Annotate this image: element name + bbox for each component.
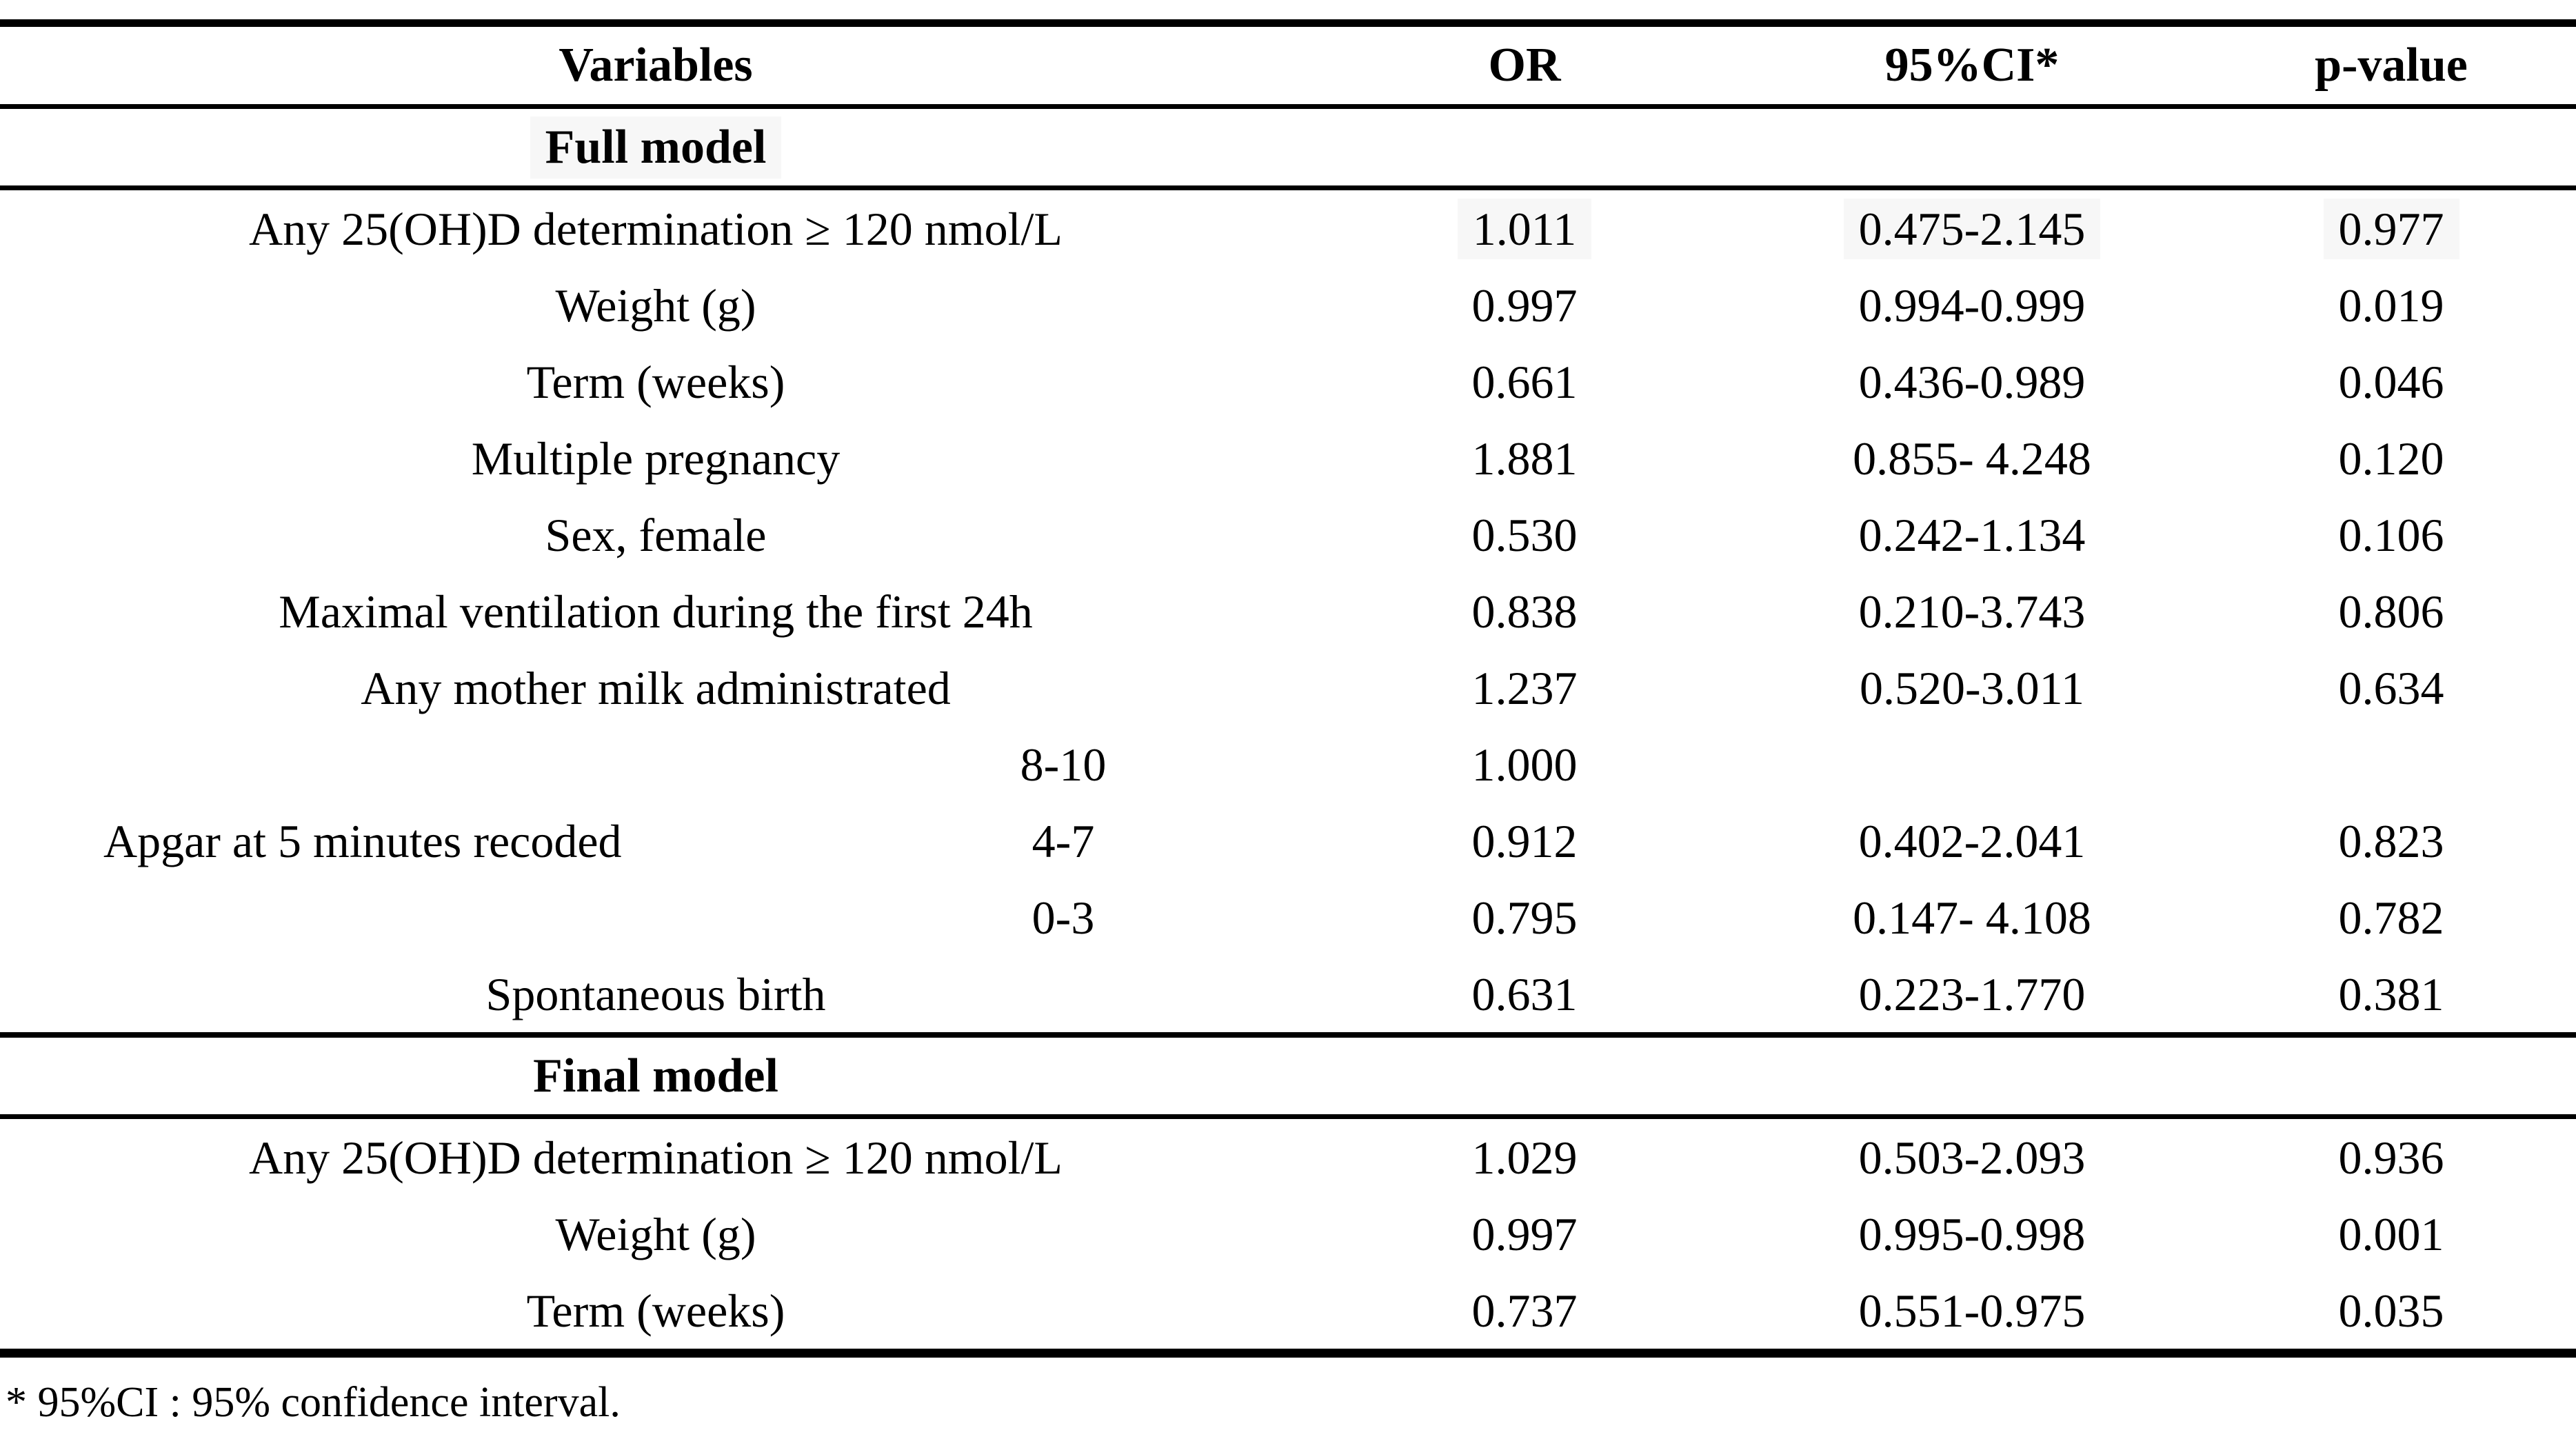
or-cell: 0.997: [1471, 1207, 1578, 1260]
variable-cell: Apgar at 5 minutes recoded 4-7: [0, 803, 1311, 879]
or-cell: 0.795: [1471, 891, 1578, 944]
table-row: Multiple pregnancy 1.881 0.855- 4.248 0.120: [0, 420, 2576, 496]
table-row: Spontaneous birth 0.631 0.223-1.770 0.381: [0, 956, 2576, 1032]
ci-cell: 0.147- 4.108: [1853, 891, 2091, 944]
ci-cell: 0.223-1.770: [1858, 967, 2086, 1020]
table-body: Full model Any 25(OH)D determination ≥ 12…: [0, 109, 2576, 1349]
variable-cell: 8-10: [0, 726, 1311, 803]
or-cell-value: 1.011: [1457, 198, 1592, 259]
ci-cell: 0.242-1.134: [1858, 508, 2086, 561]
p-cell: 0.823: [2338, 814, 2444, 867]
variable-cell: Sex, female: [545, 508, 767, 561]
table-row: 8-10 1.000: [0, 726, 2576, 803]
p-cell: 0.035: [2338, 1284, 2444, 1337]
table-row: Sex, female 0.530 0.242-1.134 0.106: [0, 496, 2576, 573]
or-cell: 0.631: [1471, 967, 1578, 1020]
table-row: 0-3 0.795 0.147- 4.108 0.782: [0, 879, 2576, 956]
section-title: Final model: [533, 1049, 778, 1102]
ci-cell: 0.436-0.989: [1858, 355, 2086, 408]
variable-cell: Weight (g): [555, 279, 756, 332]
p-cell: 0.106: [2338, 508, 2444, 561]
p-cell: 0.782: [2338, 891, 2444, 944]
or-cell: 1.000: [1471, 738, 1578, 791]
table-row: Maximal ventilation during the first 24h…: [0, 573, 2576, 650]
table-row: Any 25(OH)D determination ≥ 120 nmol/L 1.…: [0, 190, 2576, 267]
p-cell: 0.936: [2338, 1131, 2444, 1184]
p-cell: 0.381: [2338, 967, 2444, 1020]
variable-cell: Maximal ventilation during the first 24h: [279, 585, 1033, 638]
section-title-rule: [0, 185, 2576, 190]
table-header-row: Variables OR 95%CI* p-value: [0, 27, 2576, 104]
ci-cell: 0.855- 4.248: [1853, 432, 2091, 485]
table-row: Term (weeks) 0.661 0.436-0.989 0.046: [0, 343, 2576, 420]
p-cell-value: 0.977: [2323, 198, 2459, 259]
variable-cell: Spontaneous birth: [485, 967, 826, 1020]
ci-cell-value: 0.475-2.145: [1843, 198, 2101, 259]
or-cell: 0.530: [1471, 508, 1578, 561]
p-cell: 0.120: [2338, 432, 2444, 485]
subcategory-label: 4-7: [1032, 814, 1095, 867]
p-cell: 0.977: [2206, 198, 2576, 259]
ci-cell: 0.551-0.975: [1858, 1284, 2086, 1337]
ci-cell: 0.503-2.093: [1858, 1131, 2086, 1184]
column-header-pvalue: p-value: [2315, 39, 2468, 92]
or-cell: 1.029: [1471, 1131, 1578, 1184]
or-cell: 1.881: [1471, 432, 1578, 485]
ci-cell: 0.520-3.011: [1859, 661, 2085, 714]
or-cell: 0.737: [1471, 1284, 1578, 1337]
p-cell: 0.046: [2338, 355, 2444, 408]
variable-cell: Weight (g): [555, 1207, 756, 1260]
p-cell: 0.001: [2338, 1207, 2444, 1260]
variable-label: Apgar at 5 minutes recoded: [103, 814, 622, 867]
or-cell: 1.237: [1471, 661, 1578, 714]
table-row: Weight (g) 0.997 0.995-0.998 0.001: [0, 1196, 2576, 1272]
variable-cell: Multiple pregnancy: [471, 432, 841, 485]
column-header-variables: Variables: [559, 39, 753, 92]
or-cell: 0.838: [1471, 585, 1578, 638]
ci-cell: 0.475-2.145: [1738, 198, 2206, 259]
variable-cell: 0-3: [0, 879, 1311, 956]
or-cell: 0.661: [1471, 355, 1578, 408]
section-divider: [0, 1032, 2576, 1038]
variable-cell: Term (weeks): [526, 1284, 785, 1337]
or-cell: 0.912: [1471, 814, 1578, 867]
column-header-or: OR: [1488, 39, 1561, 92]
table-row: Term (weeks) 0.737 0.551-0.975 0.035: [0, 1272, 2576, 1349]
or-cell: 0.997: [1471, 279, 1578, 332]
ci-cell: 0.210-3.743: [1858, 585, 2086, 638]
section-title-row: Final model: [0, 1038, 2576, 1114]
p-cell: 0.634: [2338, 661, 2444, 714]
ci-cell: 0.994-0.999: [1858, 279, 2086, 332]
section-title-row: Full model: [0, 109, 2576, 185]
table-row: Apgar at 5 minutes recoded 4-7 0.912 0.402-…: [0, 803, 2576, 879]
section-title-cell: Full model: [0, 116, 1311, 179]
footnote: * 95%CI : 95% confidence interval.: [6, 1379, 621, 1426]
table-top-border: [0, 19, 2576, 27]
or-cell: 1.011: [1311, 198, 1738, 259]
ci-cell: 0.402-2.041: [1858, 814, 2086, 867]
p-cell: 0.019: [2338, 279, 2444, 332]
variable-cell: Any 25(OH)D determination ≥ 120 nmol/L: [249, 1131, 1063, 1184]
header-rule: [0, 104, 2576, 109]
section-title-rule: [0, 1114, 2576, 1119]
table-bottom-border: [0, 1349, 2576, 1358]
variable-cell: Term (weeks): [526, 355, 785, 408]
subcategory-label: 0-3: [1032, 891, 1095, 944]
column-header-ci: 95%CI*: [1884, 39, 2060, 92]
p-cell: 0.806: [2338, 585, 2444, 638]
ci-cell: 0.995-0.998: [1858, 1207, 2086, 1260]
table-row: Any 25(OH)D determination ≥ 120 nmol/L 1.…: [0, 1119, 2576, 1196]
table-row: Any mother milk administrated 1.237 0.520-…: [0, 650, 2576, 726]
variable-cell: Any mother milk administrated: [361, 661, 951, 714]
section-title-cell: Final model: [0, 1049, 1311, 1102]
subcategory-label: 8-10: [1020, 738, 1107, 791]
variable-cell: Any 25(OH)D determination ≥ 120 nmol/L: [249, 202, 1063, 255]
table-row: Weight (g) 0.997 0.994-0.999 0.019: [0, 267, 2576, 343]
section-title: Full model: [530, 116, 782, 179]
